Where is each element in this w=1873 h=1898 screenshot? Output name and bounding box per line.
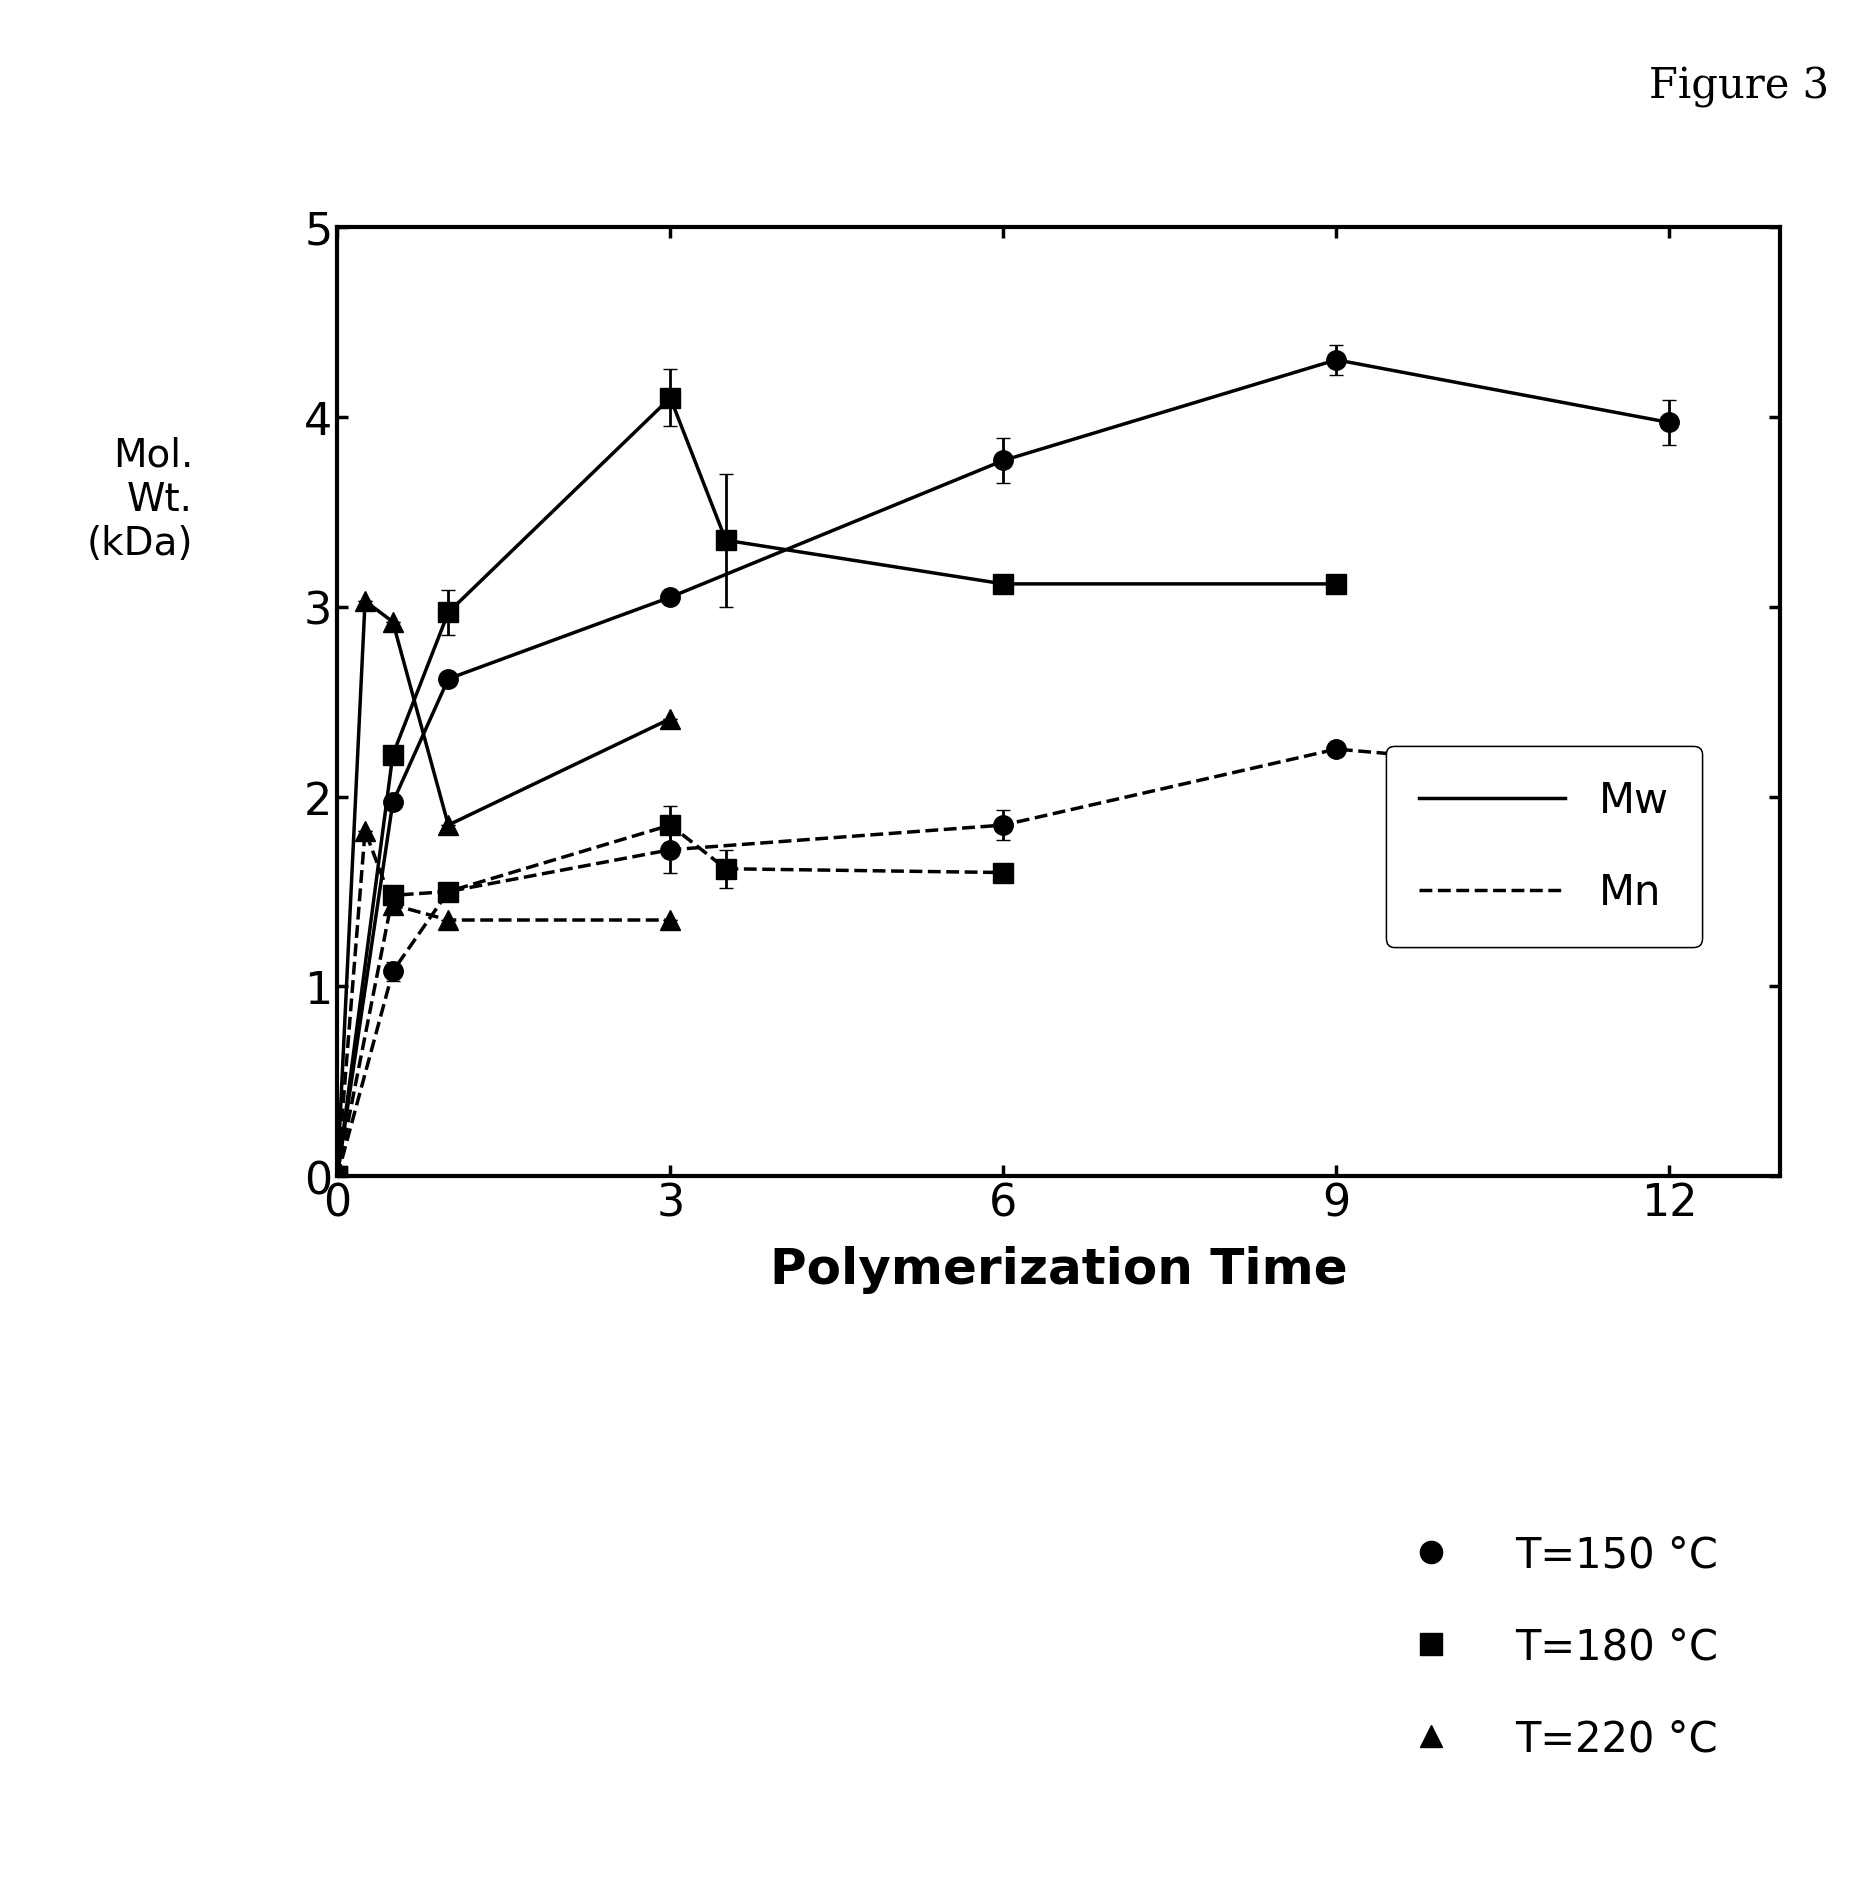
Legend: T=150 °C, T=180 °C, T=220 °C: T=150 °C, T=180 °C, T=220 °C [1347,1492,1759,1801]
Legend: Mw, Mn: Mw, Mn [1386,746,1701,947]
Y-axis label: Mol.
Wt.
(kDa): Mol. Wt. (kDa) [86,437,193,562]
X-axis label: Polymerization Time: Polymerization Time [770,1245,1347,1293]
Text: Figure 3: Figure 3 [1648,66,1828,108]
